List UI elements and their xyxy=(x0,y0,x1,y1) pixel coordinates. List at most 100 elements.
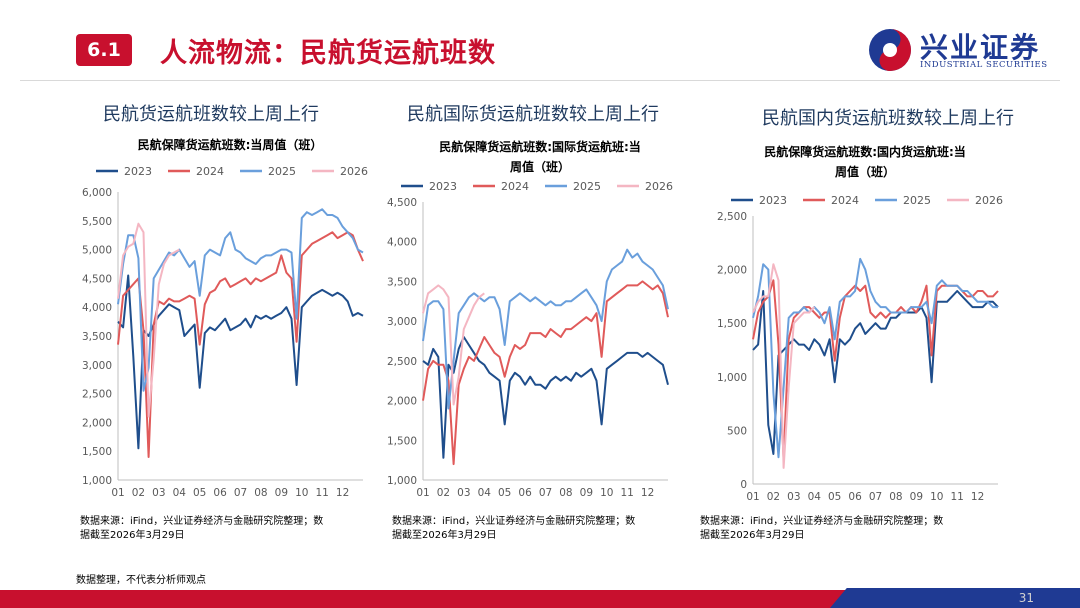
y-tick-label: 6,000 xyxy=(82,187,112,199)
y-tick-label: 0 xyxy=(740,479,747,491)
footer-bar xyxy=(0,590,1080,608)
y-tick-label: 1,000 xyxy=(387,475,417,487)
x-tick-label: 06 xyxy=(518,487,532,499)
x-tick-label: 04 xyxy=(808,491,822,503)
x-tick-label: 03 xyxy=(787,491,800,503)
chart-title-line: 民航保障货运航班数:国内货运航班:当 xyxy=(764,145,966,159)
x-tick-label: 08 xyxy=(889,491,902,503)
logo-text-cn: 兴业证券 xyxy=(920,31,1041,64)
y-tick-label: 2,000 xyxy=(82,417,112,429)
x-tick-label: 02 xyxy=(767,491,780,503)
disclaimer-text: 数据整理，不代表分析师观点 xyxy=(76,575,206,586)
x-tick-label: 12 xyxy=(336,487,349,499)
legend-label: 2025 xyxy=(903,194,931,207)
x-tick-label: 01 xyxy=(746,491,759,503)
x-tick-label: 09 xyxy=(580,487,593,499)
series-line-2025 xyxy=(752,257,998,459)
legend-label: 2026 xyxy=(340,165,368,178)
x-tick-label: 06 xyxy=(213,487,227,499)
source-line: 据截至2026年3月29日 xyxy=(392,530,497,541)
chart-title-line: 周值（班） xyxy=(834,165,895,179)
source-note-total: 数据来源：iFind，兴业证券经济与金融研究院整理；数 据截至2026年3月29… xyxy=(80,515,323,543)
y-tick-label: 4,000 xyxy=(82,302,112,314)
y-tick-label: 4,500 xyxy=(82,273,112,285)
y-tick-label: 2,000 xyxy=(387,396,417,408)
legend-label: 2026 xyxy=(645,180,673,193)
x-tick-label: 04 xyxy=(478,487,492,499)
chart-title-total: 民航保障货运航班数:当周值（班） xyxy=(80,135,380,155)
chart-total-cargo-flights: 2023 2024 2025 2026 1,000 1,500 2,000 2,500 3,00… xyxy=(82,165,368,499)
y-tick-label: 1,500 xyxy=(82,446,112,458)
x-tick-label: 10 xyxy=(600,487,613,499)
x-tick-label: 05 xyxy=(193,487,206,499)
x-tick-label: 12 xyxy=(641,487,654,499)
x-tick-label: 05 xyxy=(498,487,511,499)
series-line-2025 xyxy=(422,248,669,410)
legend-label: 2025 xyxy=(573,180,601,193)
title-divider xyxy=(20,80,1060,81)
x-tick-label: 02 xyxy=(437,487,450,499)
logo-text-en: INDUSTRIAL SECURITIES xyxy=(920,60,1048,70)
chart-domestic-cargo-flights: 2023 2024 2025 2026 0 500 1,000 1,500 2,000 2,500… xyxy=(717,194,1003,503)
x-tick-label: 02 xyxy=(132,487,145,499)
chart-international-cargo-flights: 2023 2024 2025 2026 1,000 1,500 2,000 2,500 3,00… xyxy=(387,180,673,499)
x-tick-label: 05 xyxy=(828,491,841,503)
source-note-international: 数据来源：iFind，兴业证券经济与金融研究院整理；数 据截至2026年3月29… xyxy=(392,515,635,543)
source-line: 据截至2026年3月29日 xyxy=(700,530,805,541)
series-line-2023 xyxy=(117,274,364,450)
y-tick-label: 3,000 xyxy=(387,316,417,328)
x-tick-label: 03 xyxy=(457,487,470,499)
footer-accent xyxy=(830,588,1080,608)
source-line: 据截至2026年3月29日 xyxy=(80,530,185,541)
company-logo: 兴业证券 INDUSTRIAL SECURITIES xyxy=(868,24,1060,76)
chart-title-domestic: 民航保障货运航班数:国内货运航班:当 周值（班） xyxy=(715,142,1015,182)
legend-label: 2023 xyxy=(759,194,787,207)
y-tick-label: 5,500 xyxy=(82,216,112,228)
series-line-2024 xyxy=(117,231,364,458)
x-tick-label: 09 xyxy=(910,491,923,503)
x-tick-label: 03 xyxy=(152,487,165,499)
chart-title-line: 民航保障货运航班数:当周值（班） xyxy=(137,138,323,152)
x-tick-label: 10 xyxy=(930,491,943,503)
legend-label: 2023 xyxy=(124,165,152,178)
y-tick-label: 2,500 xyxy=(387,356,417,368)
y-tick-label: 3,500 xyxy=(387,276,417,288)
x-tick-label: 07 xyxy=(234,487,247,499)
x-tick-label: 08 xyxy=(559,487,572,499)
legend-label: 2024 xyxy=(196,165,224,178)
panel-heading-total: 民航货运航班数较上周上行 xyxy=(103,104,319,125)
y-tick-label: 1,000 xyxy=(82,475,112,487)
chart-title-line: 民航保障货运航班数:国际货运航班:当 xyxy=(439,140,641,154)
legend-label: 2024 xyxy=(501,180,529,193)
x-tick-label: 10 xyxy=(295,487,308,499)
panel-heading-international: 民航国际货运航班数较上周上行 xyxy=(407,104,659,125)
x-tick-label: 04 xyxy=(173,487,187,499)
y-tick-label: 5,000 xyxy=(82,245,112,257)
y-tick-label: 2,500 xyxy=(717,211,747,223)
y-tick-label: 1,000 xyxy=(717,372,747,384)
legend-label: 2024 xyxy=(831,194,859,207)
section-badge: 6.1 xyxy=(76,34,132,66)
x-tick-label: 06 xyxy=(848,491,862,503)
x-tick-label: 07 xyxy=(539,487,552,499)
legend-label: 2026 xyxy=(975,194,1003,207)
y-tick-label: 4,500 xyxy=(387,197,417,209)
panel-heading-domestic: 民航国内货运航班数较上周上行 xyxy=(762,108,1014,129)
source-line: 数据来源：iFind，兴业证券经济与金融研究院整理；数 xyxy=(392,516,636,527)
y-tick-label: 3,000 xyxy=(82,360,112,372)
x-tick-label: 11 xyxy=(620,487,633,499)
x-tick-label: 09 xyxy=(275,487,288,499)
source-line: 数据来源：iFind，兴业证券经济与金融研究院整理；数 xyxy=(700,516,944,527)
series-line-2023 xyxy=(422,336,669,459)
y-tick-label: 4,000 xyxy=(387,237,417,249)
y-tick-label: 1,500 xyxy=(717,318,747,330)
series-line-2026 xyxy=(117,222,180,418)
y-tick-label: 2,000 xyxy=(717,265,747,277)
series-line-2025 xyxy=(117,208,364,392)
page-number: 31 xyxy=(1018,591,1034,605)
chart-title-international: 民航保障货运航班数:国际货运航班:当 周值（班） xyxy=(390,137,690,177)
source-line: 数据来源：iFind，兴业证券经济与金融研究院整理；数 xyxy=(80,516,324,527)
y-tick-label: 1,500 xyxy=(387,435,417,447)
x-tick-label: 12 xyxy=(971,491,984,503)
legend-label: 2023 xyxy=(429,180,457,193)
